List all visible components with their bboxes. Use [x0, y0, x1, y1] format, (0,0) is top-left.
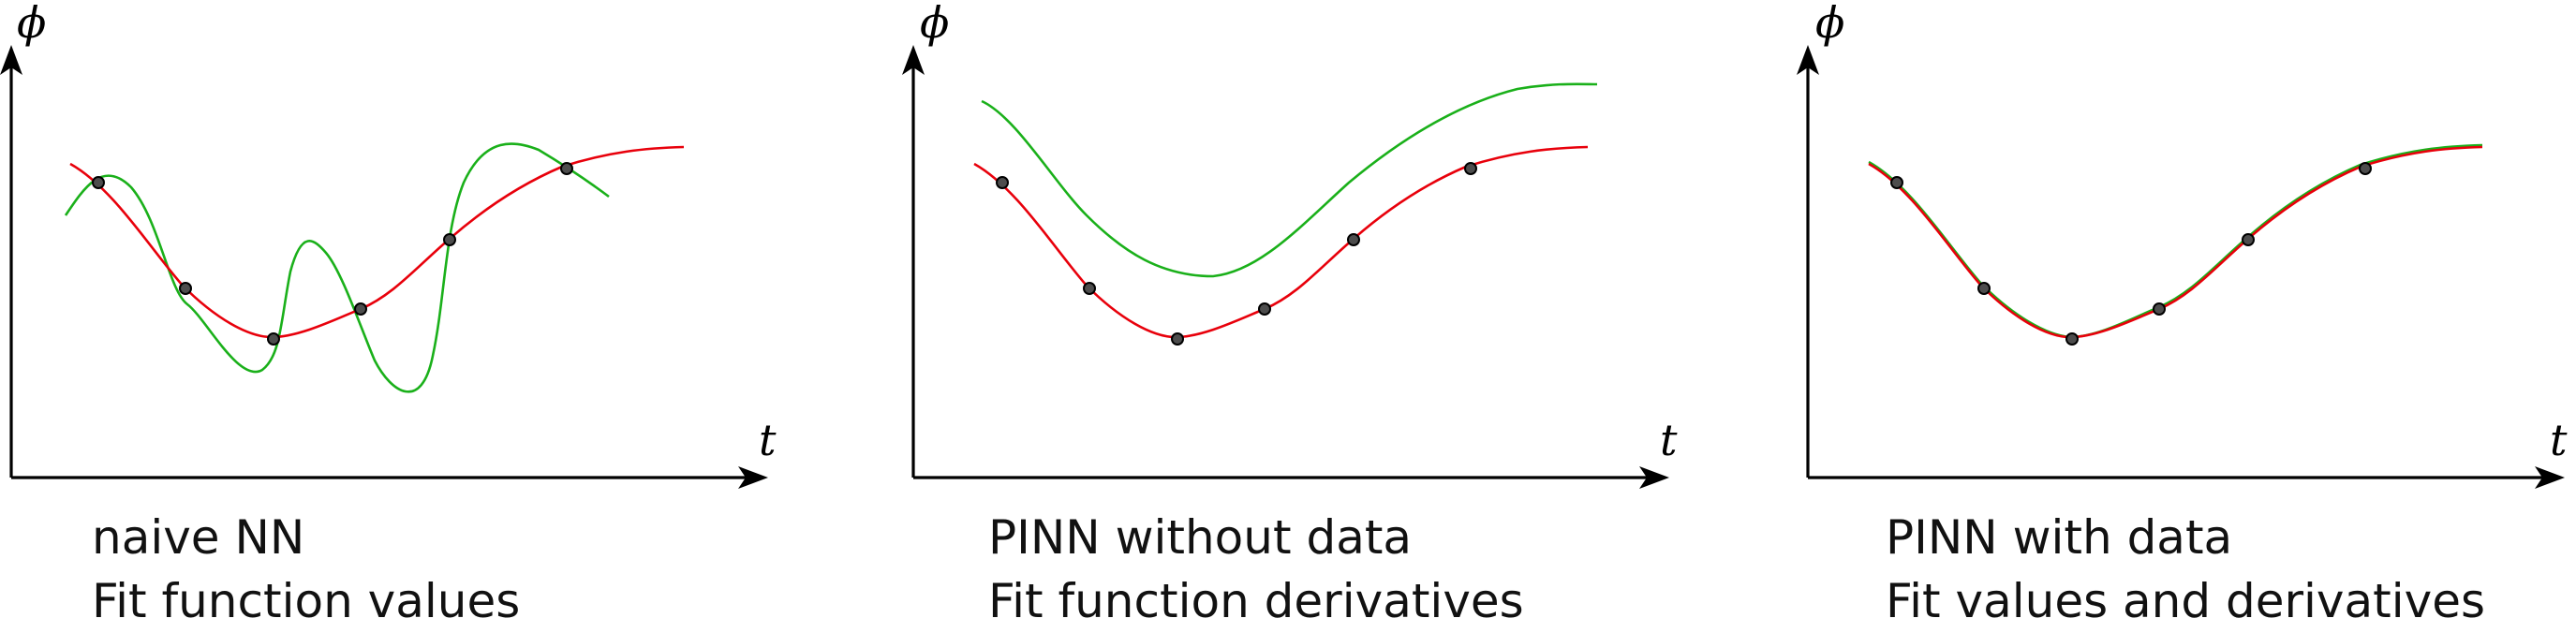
caption-line-1: naive NN [92, 510, 305, 565]
x-axis-arrow [2535, 466, 2565, 489]
nn-fit-curve [64, 142, 610, 393]
data-point [1171, 332, 1184, 346]
caption-line-2: Fit values and derivatives [1886, 574, 2486, 628]
axes-naive: ϕ t [0, 0, 777, 489]
y-axis-label: ϕ [1815, 0, 1844, 48]
caption-naive-nn: naive NN Fit function values [92, 506, 520, 633]
caption-line-1: PINN with data [1886, 510, 2233, 565]
caption-line-2: Fit function values [92, 574, 521, 628]
data-point [1083, 282, 1096, 295]
true-function-curve [69, 145, 685, 339]
caption-line-2: Fit function derivatives [988, 574, 1524, 628]
y-axis-label: ϕ [920, 0, 949, 48]
data-point [443, 233, 456, 246]
data-point [1347, 233, 1360, 246]
data-point [2065, 332, 2079, 346]
nn-fit-curve [981, 82, 1598, 278]
data-points-naive [92, 162, 573, 346]
caption-line-1: PINN without data [988, 510, 1413, 565]
data-point [560, 162, 573, 175]
data-point [996, 176, 1009, 189]
y-axis-arrow [0, 45, 22, 75]
x-axis-label: t [759, 415, 777, 465]
x-axis-arrow [738, 466, 768, 489]
data-point [354, 302, 367, 316]
data-points-pinn-data [1890, 162, 2372, 346]
caption-pinn-without-data: PINN without data Fit function derivativ… [988, 506, 1524, 633]
true-function-curve [1868, 145, 2483, 339]
data-point [92, 176, 105, 189]
y-axis-arrow [1797, 45, 1819, 75]
data-point [1977, 282, 1991, 295]
panel-pinn-without-data: ϕ t [902, 0, 1678, 489]
data-point [1258, 302, 1271, 316]
data-point [1890, 176, 1903, 189]
data-point [267, 332, 280, 346]
x-axis-arrow [1639, 466, 1669, 489]
x-axis-label: t [1660, 415, 1678, 465]
nn-fit-curve [1868, 143, 2483, 339]
panel-pinn-with-data: ϕ t [1797, 0, 2568, 489]
data-point [2153, 302, 2166, 316]
data-point [2242, 233, 2255, 246]
panel-naive-nn: ϕ t [0, 0, 777, 489]
y-axis-label: ϕ [17, 0, 46, 48]
y-axis-arrow [902, 45, 925, 75]
data-point [1464, 162, 1477, 175]
data-points-pinn-nodata [996, 162, 1477, 346]
axes-pinn-data: ϕ t [1797, 0, 2568, 489]
data-point [2359, 162, 2372, 175]
data-point [179, 282, 192, 295]
caption-pinn-with-data: PINN with data Fit values and derivative… [1886, 506, 2485, 633]
axes-pinn-nodata: ϕ t [902, 0, 1678, 489]
x-axis-label: t [2550, 415, 2568, 465]
